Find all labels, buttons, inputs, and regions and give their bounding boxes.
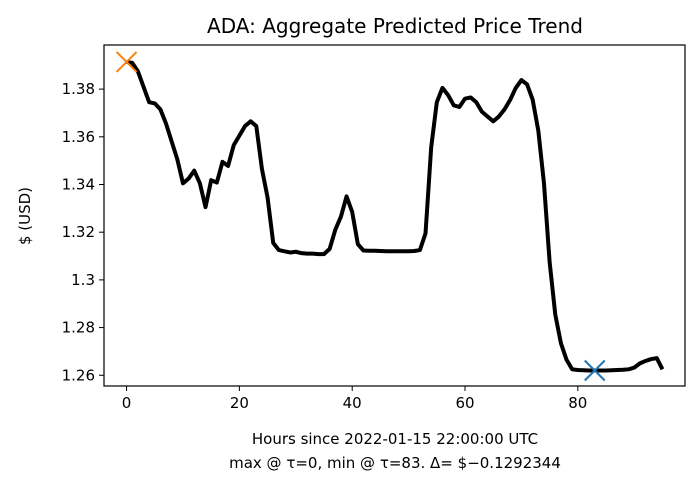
x-tick-label: 20	[230, 394, 249, 412]
y-tick-label: 1.26	[62, 366, 95, 384]
x-tick-label: 0	[122, 394, 132, 412]
chart-title: ADA: Aggregate Predicted Price Trend	[207, 14, 583, 38]
x-tick-label: 40	[343, 394, 362, 412]
y-tick-label: 1.36	[62, 128, 95, 146]
y-tick-label: 1.32	[62, 223, 95, 241]
min-marker	[584, 359, 606, 382]
y-tick-label: 1.38	[62, 80, 95, 98]
x-tick-label: 80	[568, 394, 587, 412]
plot-frame	[103, 44, 686, 387]
x-tick-label: 60	[455, 394, 474, 412]
max-marker	[115, 51, 138, 73]
y-tick-label: 1.28	[62, 319, 95, 337]
x-axis-label: Hours since 2022-01-15 22:00:00 UTC	[252, 430, 538, 448]
y-tick-label: 1.3	[71, 271, 95, 289]
y-tick-label: 1.34	[62, 176, 95, 194]
x-axis-sublabel: max @ τ=0, min @ τ=83. Δ= $−0.1292344	[229, 454, 561, 472]
price-line	[126, 59, 665, 373]
plot-area	[115, 51, 665, 382]
y-axis-label: $ (USD)	[16, 187, 34, 245]
